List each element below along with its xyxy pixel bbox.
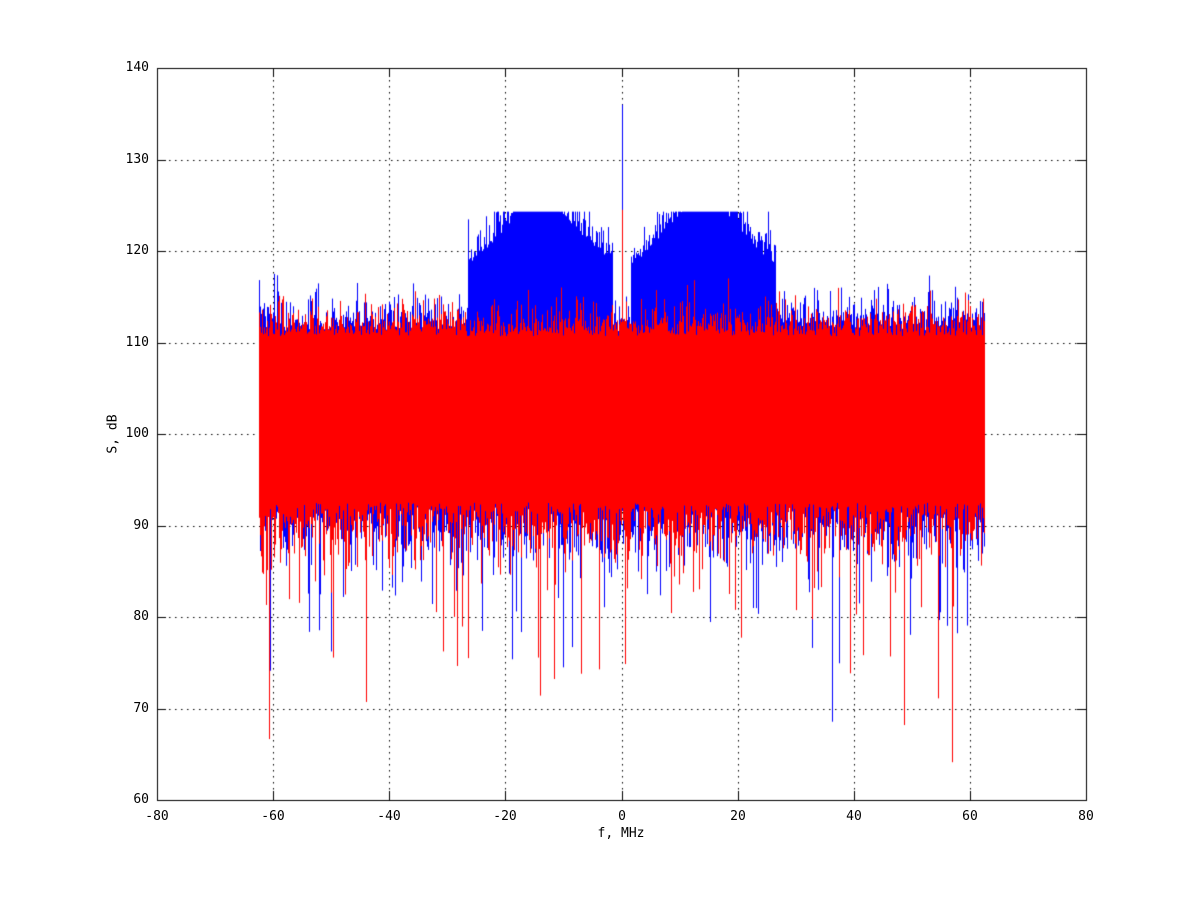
y-tick-label: 60 — [133, 792, 149, 807]
x-axis-label: f, MHz — [597, 826, 645, 841]
y-tick-label: 80 — [133, 609, 149, 624]
x-tick-label: 40 — [846, 809, 862, 824]
x-tick-label: 20 — [730, 809, 746, 824]
y-tick-label: 130 — [125, 152, 149, 167]
x-tick-label: -20 — [493, 809, 517, 824]
y-tick-label: 70 — [133, 701, 149, 716]
x-tick-label: 0 — [618, 809, 626, 824]
y-axis-label: S, dB — [105, 414, 121, 454]
x-tick-label: -60 — [261, 809, 285, 824]
y-tick-label: 100 — [125, 426, 149, 441]
x-tick-label: -40 — [377, 809, 401, 824]
y-tick-label: 140 — [125, 60, 149, 75]
y-tick-label: 90 — [133, 518, 149, 533]
x-tick-label: 60 — [962, 809, 978, 824]
y-tick-label: 120 — [125, 243, 149, 258]
y-tick-label: 110 — [125, 335, 149, 350]
x-tick-label: 80 — [1078, 809, 1094, 824]
x-tick-label: -80 — [145, 809, 169, 824]
